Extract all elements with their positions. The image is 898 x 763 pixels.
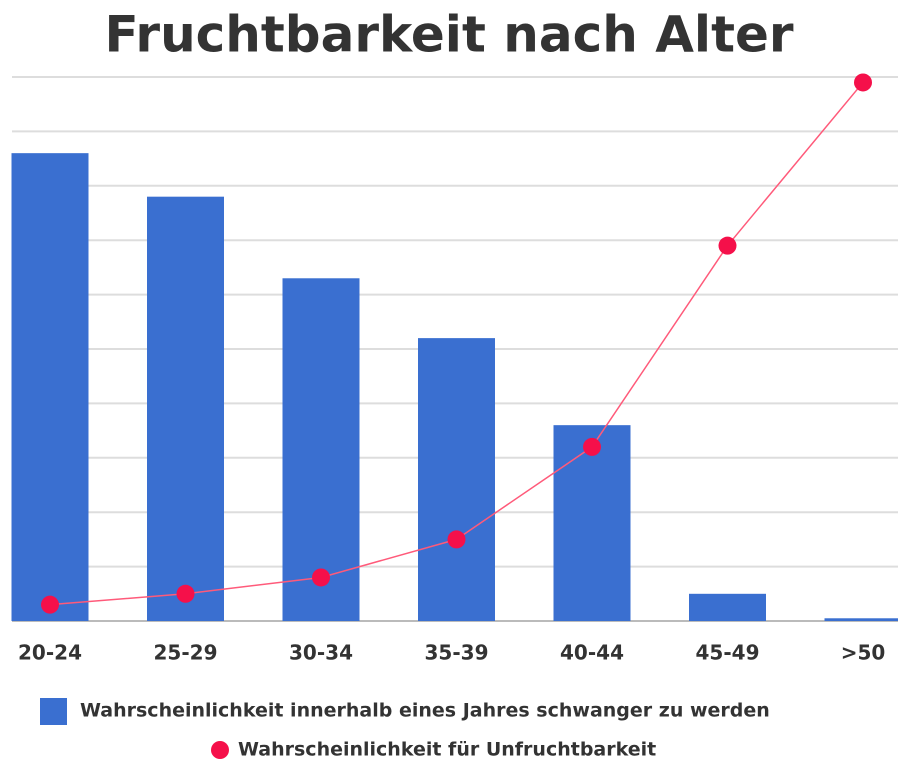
point [583,437,601,456]
point [176,584,195,603]
x-tick-label: >50 [841,641,886,665]
x-tick-label: 20-24 [18,641,82,665]
legend-label: Wahrscheinlichkeit innerhalb eines Jahre… [80,700,770,722]
legend-swatch [211,741,229,759]
bar [11,153,89,621]
x-tick-label: 30-34 [289,641,353,665]
point [718,236,737,255]
x-tick-label: 40-44 [560,641,624,665]
x-tick-label: 25-29 [154,641,218,665]
point [854,73,872,92]
point [312,568,330,587]
x-tick-label: 45-49 [696,641,760,665]
bar [282,278,360,621]
chart-title: Fruchtbarkeit nach Alter [104,6,793,64]
bar [553,425,631,621]
point [41,595,59,614]
legend-label: Wahrscheinlichkeit für Unfruchtbarkeit [238,739,656,761]
bar [824,618,898,621]
bar [147,196,224,621]
legend-swatch [40,698,67,725]
bar [689,593,766,621]
point [447,530,466,549]
x-tick-label: 35-39 [425,641,489,665]
bar [418,338,495,621]
